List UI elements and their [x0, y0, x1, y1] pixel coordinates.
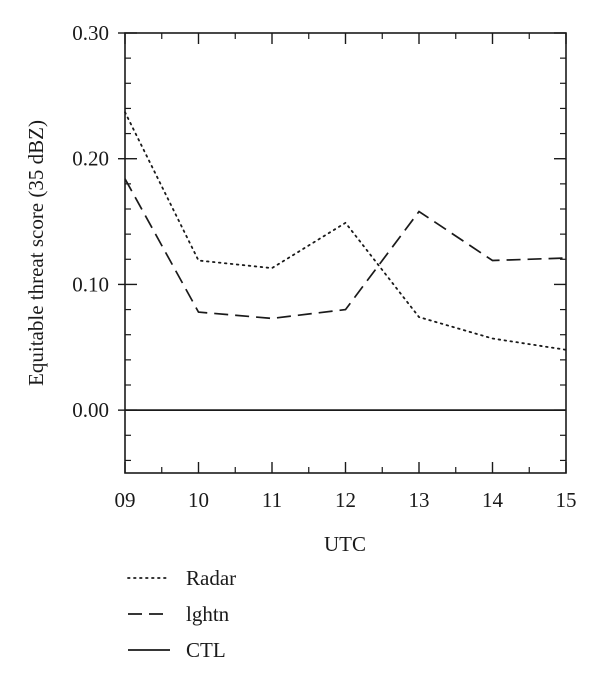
x-tick-label: 15: [556, 488, 577, 512]
series-line-radar: [124, 111, 567, 351]
y-tick-label: 0.30: [72, 21, 109, 45]
legend-label-lghtn: lghtn: [186, 602, 230, 626]
x-tick-label: 12: [335, 488, 356, 512]
plot-frame: [124, 32, 567, 474]
x-tick-label: 13: [409, 488, 430, 512]
x-tick-label: 11: [262, 488, 282, 512]
x-tick-label: 10: [188, 488, 209, 512]
legend-label-radar: Radar: [186, 566, 236, 590]
x-axis-label: UTC: [324, 532, 366, 556]
y-tick-label: 0.10: [72, 272, 109, 296]
y-axis-label: Equitable threat score (35 dBZ): [24, 120, 48, 386]
x-tick-label: 09: [115, 488, 136, 512]
legend-label-ctl: CTL: [186, 638, 226, 662]
y-tick-label: 0.00: [72, 398, 109, 422]
tick-labels: 09 10 11 12 13 14 15 0.00 0.10 0.20 0.30: [72, 21, 576, 512]
series-layer: [124, 111, 567, 411]
legend: Radar lghtn CTL: [127, 566, 236, 662]
x-tick-label: 14: [482, 488, 504, 512]
axis-ticks: [118, 32, 567, 473]
y-tick-label: 0.20: [72, 147, 109, 171]
series-line-lghtn: [124, 178, 567, 320]
